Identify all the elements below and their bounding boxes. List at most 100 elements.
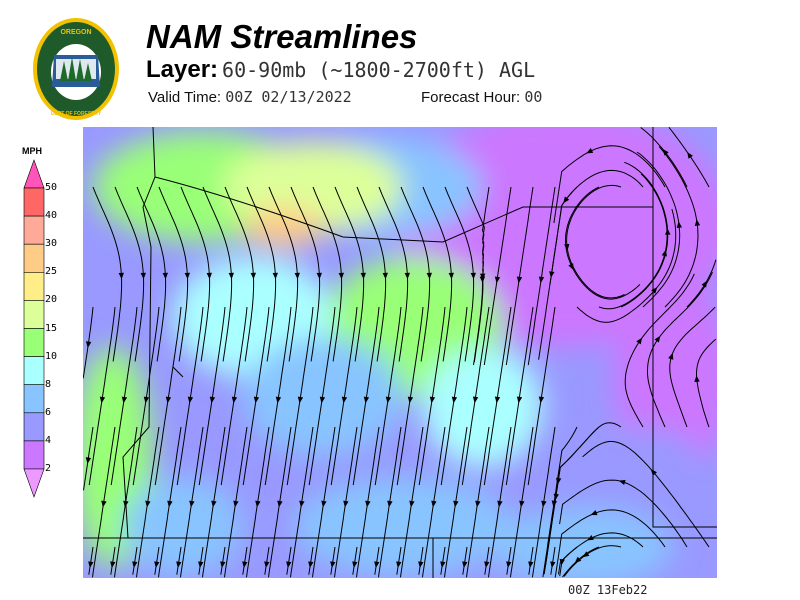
layer-label: Layer: — [146, 56, 219, 83]
layer-value: 60-90mb (~1800-2700ft) AGL — [222, 58, 536, 82]
streamline — [88, 306, 116, 486]
streamline — [352, 306, 380, 486]
streamline-arrowhead — [587, 534, 594, 541]
streamline-arrowhead — [440, 561, 446, 569]
streamline — [132, 546, 138, 575]
streamline-arrowhead — [206, 272, 212, 280]
colorbar-tick-label: 4 — [45, 434, 52, 446]
streamline — [396, 306, 424, 486]
streamline-arrowhead — [209, 396, 216, 404]
streamline-arrowhead — [494, 396, 501, 404]
streamline — [598, 173, 668, 310]
streamline — [400, 186, 431, 362]
streamline-arrowhead — [396, 561, 402, 569]
layer-info: Layer: 60-90mb (~1800-2700ft) AGL — [146, 56, 535, 84]
streamline-arrowhead — [352, 561, 358, 569]
streamline-arrowhead — [538, 396, 545, 404]
streamline — [558, 532, 644, 575]
streamline-arrowhead — [519, 500, 525, 508]
streamline — [565, 186, 641, 300]
streamline-arrowhead — [145, 500, 151, 508]
streamline-arrowhead — [211, 500, 217, 508]
streamline-arrowhead — [242, 561, 248, 569]
streamline-arrowhead — [636, 337, 643, 345]
streamline — [440, 306, 468, 486]
streamline-arrowhead — [448, 272, 454, 280]
streamline — [330, 546, 336, 575]
streamline — [462, 546, 468, 575]
streamline-arrowhead — [165, 396, 172, 404]
streamline — [356, 186, 387, 362]
streamline — [88, 546, 94, 575]
streamline — [396, 546, 402, 575]
streamline — [505, 186, 534, 366]
streamline-arrowhead — [590, 510, 598, 516]
colorbar — [23, 159, 45, 498]
streamline-arrowhead — [470, 272, 476, 280]
streamline-arrowhead — [676, 221, 683, 228]
streamline — [286, 546, 292, 575]
streamline-arrowhead — [453, 500, 459, 508]
streamline — [330, 306, 358, 486]
streamline — [220, 546, 226, 575]
streamline — [620, 161, 669, 308]
streamline-arrowhead — [409, 500, 415, 508]
colorbar-tick-label: 20 — [45, 294, 58, 306]
streamline-arrowhead — [184, 272, 190, 280]
streamline-arrowhead — [228, 272, 234, 280]
streamline — [352, 546, 358, 575]
streamline-arrowhead — [687, 151, 694, 159]
streamline — [264, 546, 270, 575]
streamline — [553, 145, 666, 224]
streamline-arrowhead — [316, 272, 322, 280]
colorbar-band — [23, 328, 45, 357]
streamline-arrowhead — [187, 396, 194, 404]
streamline-arrowhead — [538, 276, 545, 284]
streamline-arrowhead — [101, 500, 107, 508]
streamline — [176, 306, 204, 486]
streamline-arrowhead — [338, 272, 344, 280]
streamline-arrowhead — [528, 561, 534, 569]
colorbar-band — [23, 384, 45, 414]
streamline-arrowhead — [650, 469, 657, 476]
streamline-arrowhead — [431, 500, 437, 508]
streamline — [440, 546, 446, 575]
streamline-arrowhead — [118, 272, 124, 280]
streamline-arrowhead — [541, 500, 547, 508]
streamline-arrowhead — [497, 500, 503, 508]
streamline-arrowhead — [506, 561, 512, 569]
streamline-arrowhead — [516, 276, 523, 284]
forecast-hour-value: 00 — [524, 88, 543, 106]
streamline-arrowhead — [654, 335, 661, 343]
streamline — [114, 186, 145, 362]
streamline-arrowhead — [220, 561, 226, 569]
streamline-arrowhead — [319, 396, 326, 404]
streamline-arrowhead — [294, 272, 300, 280]
streamline — [549, 169, 644, 285]
streamline — [418, 306, 446, 486]
colorbar-unit: MPH — [22, 146, 42, 156]
streamline-arrowhead — [88, 561, 94, 569]
streamline-arrowhead — [404, 272, 410, 280]
streamlines — [83, 127, 717, 578]
wind-speed-fill — [83, 127, 717, 578]
streamline-arrowhead — [462, 561, 468, 569]
streamline-arrowhead — [407, 396, 414, 404]
streamline-arrowhead — [479, 276, 486, 283]
streamline-arrowhead — [701, 280, 708, 288]
forecast-hour-label: Forecast Hour: — [421, 89, 521, 106]
colorbar-band — [23, 440, 45, 470]
streamline — [542, 426, 578, 578]
colorbar-tick-label: 8 — [45, 378, 52, 390]
streamline — [527, 306, 556, 486]
streamline-arrowhead — [330, 561, 336, 569]
streamline — [180, 186, 211, 362]
streamline-arrowhead — [618, 479, 626, 486]
streamline — [158, 186, 189, 362]
streamline — [268, 186, 299, 362]
valid-time-label: Valid Time: — [148, 89, 222, 106]
streamline — [198, 546, 204, 575]
streamline-arrowhead — [694, 219, 701, 227]
streamline-arrowhead — [475, 500, 481, 508]
streamline-arrowhead — [472, 396, 479, 404]
